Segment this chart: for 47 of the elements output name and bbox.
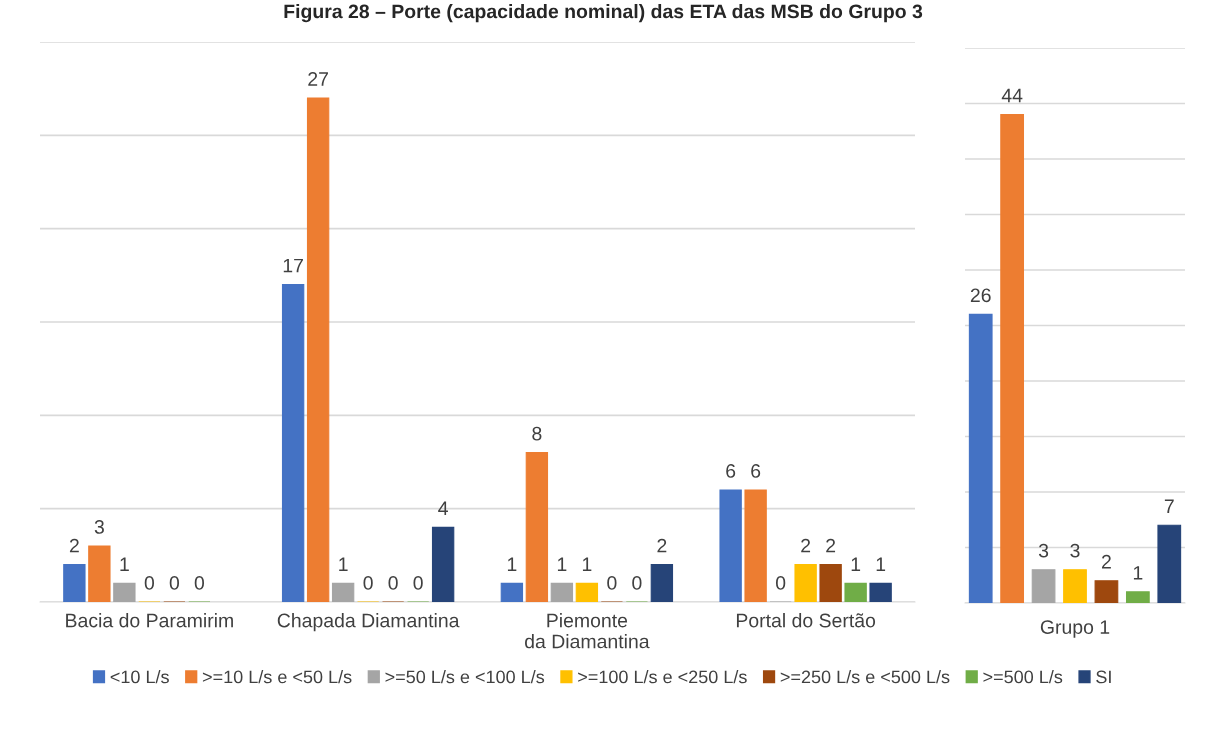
data-label: 2 [826,538,836,553]
data-label: 0 [607,576,617,590]
data-label: 0 [413,576,423,590]
data-label: 0 [144,576,155,590]
chart-title: Figura 28 – Porte (capacidade nominal) das ETA das MSB do Grupo 3 [284,4,923,23]
data-label: 1 [582,557,592,571]
data-label: 3 [1070,543,1080,558]
x-tick-label: Portal do Sertão [736,613,876,628]
data-label: 0 [169,576,180,590]
x-tick-label: Bacia do Paramirim [66,613,233,628]
data-label: 4 [438,501,448,515]
data-label: 1 [851,557,861,571]
data-label: 2 [657,538,667,553]
data-label: 1 [120,557,129,571]
data-label: 3 [1038,543,1049,558]
data-label: 7 [1164,499,1174,513]
data-label: 1 [1133,566,1143,580]
data-label: 1 [507,557,517,571]
data-label: 0 [632,576,642,590]
data-label: 2 [69,538,79,553]
data-label: 6 [751,464,761,478]
data-label: 44 [1001,88,1023,103]
data-label: 2 [801,538,811,553]
data-label: 0 [194,576,205,590]
data-label: 27 [308,72,328,86]
data-label: 1 [876,557,886,571]
x-tick-label: Piemonte da Diamantina [525,613,650,649]
legend-label: >=100 L/s e <250 L/s [578,670,747,684]
data-label: 1 [557,557,567,571]
data-label: 0 [388,576,398,590]
legend-label: >=50 L/s e <100 L/s [385,670,545,684]
data-label: 0 [363,576,373,590]
x-tick-label: Chapada Diamantina [277,613,460,632]
data-label: 17 [283,258,303,273]
data-label: 6 [726,464,736,478]
legend-label: <10 L/s [110,670,169,684]
data-label: 3 [94,520,104,534]
data-label: 0 [775,576,786,590]
x-axis-title: Grupo 1 [1040,620,1110,638]
legend-label: >=500 L/s [983,670,1063,684]
legend-label: SI [1096,670,1111,684]
data-label: 26 [970,288,991,303]
data-label: 2 [1102,554,1111,569]
legend-label: >=10 L/s e <50 L/s [202,670,352,684]
data-label: 8 [532,426,542,441]
data-label: 1 [339,557,348,571]
legend-label: >=250 L/s e <500 L/s [780,670,950,684]
